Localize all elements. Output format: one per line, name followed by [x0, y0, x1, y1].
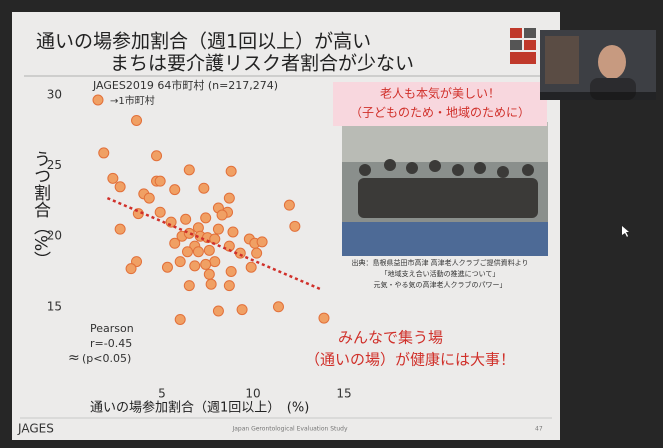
point: [132, 115, 142, 125]
y-tick-label: 25: [47, 158, 62, 172]
chart-subtitle: JAGES2019 64市町村 (n=217,274): [92, 78, 278, 92]
y-tick-label: 30: [47, 88, 62, 102]
photo-source: 元気・やる気の高津老人クラブのパワー」: [374, 280, 507, 289]
point: [99, 148, 109, 158]
point: [204, 269, 214, 279]
point: [193, 247, 203, 257]
x-axis-label: 通いの場参加割合（週1回以上） (%): [90, 400, 309, 416]
point: [190, 261, 200, 271]
point: [181, 214, 191, 224]
photo-caption: （子どものため・地域のために）: [350, 106, 530, 120]
screen: 通いの場参加割合（週1回以上）が高い まちは要介護リスク者割合が少ない 老人も本…: [0, 0, 663, 448]
point: [224, 281, 234, 291]
point: [213, 306, 223, 316]
point: [213, 224, 223, 234]
point: [228, 227, 238, 237]
photo-source: 「地域支え合い活動の推進について」: [381, 269, 500, 278]
photo-caption: 老人も本気が美しい！: [380, 86, 500, 101]
point: [184, 281, 194, 291]
slide-title: 通いの場参加割合（週1回以上）が高い: [36, 31, 371, 53]
callout: （通いの場）が健康には大事！: [305, 351, 515, 369]
legend-label: →1市町村: [110, 94, 155, 107]
legend-marker: [93, 95, 103, 105]
point: [217, 210, 227, 220]
photo-source: 出典：島根県益田市高津 高津老人クラブご提供資料より: [351, 258, 528, 267]
footer-text: Japan Gerontological Evaluation Study: [231, 426, 348, 433]
x-tick-label: 10: [245, 387, 260, 401]
point: [175, 257, 185, 267]
point: [108, 173, 118, 183]
point: [201, 259, 211, 269]
point: [210, 257, 220, 267]
point: [226, 266, 236, 276]
photo: [342, 122, 548, 256]
y-tick-label: 15: [47, 299, 62, 313]
point: [182, 247, 192, 257]
point: [226, 166, 236, 176]
point: [115, 224, 125, 234]
point: [155, 176, 165, 186]
annotation: r=-0.45: [90, 337, 132, 350]
point: [252, 248, 262, 258]
point: [184, 165, 194, 175]
footer-logo: JAGES: [17, 422, 54, 436]
x-tick-label: 5: [158, 387, 166, 401]
x-tick-label: 15: [336, 387, 351, 401]
point: [273, 302, 283, 312]
point: [201, 213, 211, 223]
page: 通いの場参加割合（週1回以上）が高い まちは要介護リスク者割合が少ない 老人も本…: [0, 0, 663, 448]
slide-title: まちは要介護リスク者割合が少ない: [110, 53, 414, 75]
y-tick-label: 20: [47, 229, 62, 243]
point: [155, 207, 165, 217]
point: [319, 313, 329, 323]
point: [170, 238, 180, 248]
axis-break: ≈: [68, 350, 80, 366]
point: [199, 183, 209, 193]
point: [152, 151, 162, 161]
point: [126, 264, 136, 274]
point: [144, 193, 154, 203]
page-number: 47: [535, 426, 543, 433]
webcam: [540, 30, 656, 100]
callout: みんなで集う場: [338, 329, 443, 347]
point: [224, 193, 234, 203]
point: [162, 262, 172, 272]
point: [257, 237, 267, 247]
annotation: (p<0.05): [82, 352, 131, 365]
annotation: Pearson: [90, 322, 134, 335]
point: [170, 185, 180, 195]
point: [206, 279, 216, 289]
point: [210, 234, 220, 244]
point: [290, 221, 300, 231]
point: [284, 200, 294, 210]
point: [115, 182, 125, 192]
point: [246, 262, 256, 272]
point: [204, 245, 214, 255]
point: [237, 305, 247, 315]
point: [175, 314, 185, 324]
